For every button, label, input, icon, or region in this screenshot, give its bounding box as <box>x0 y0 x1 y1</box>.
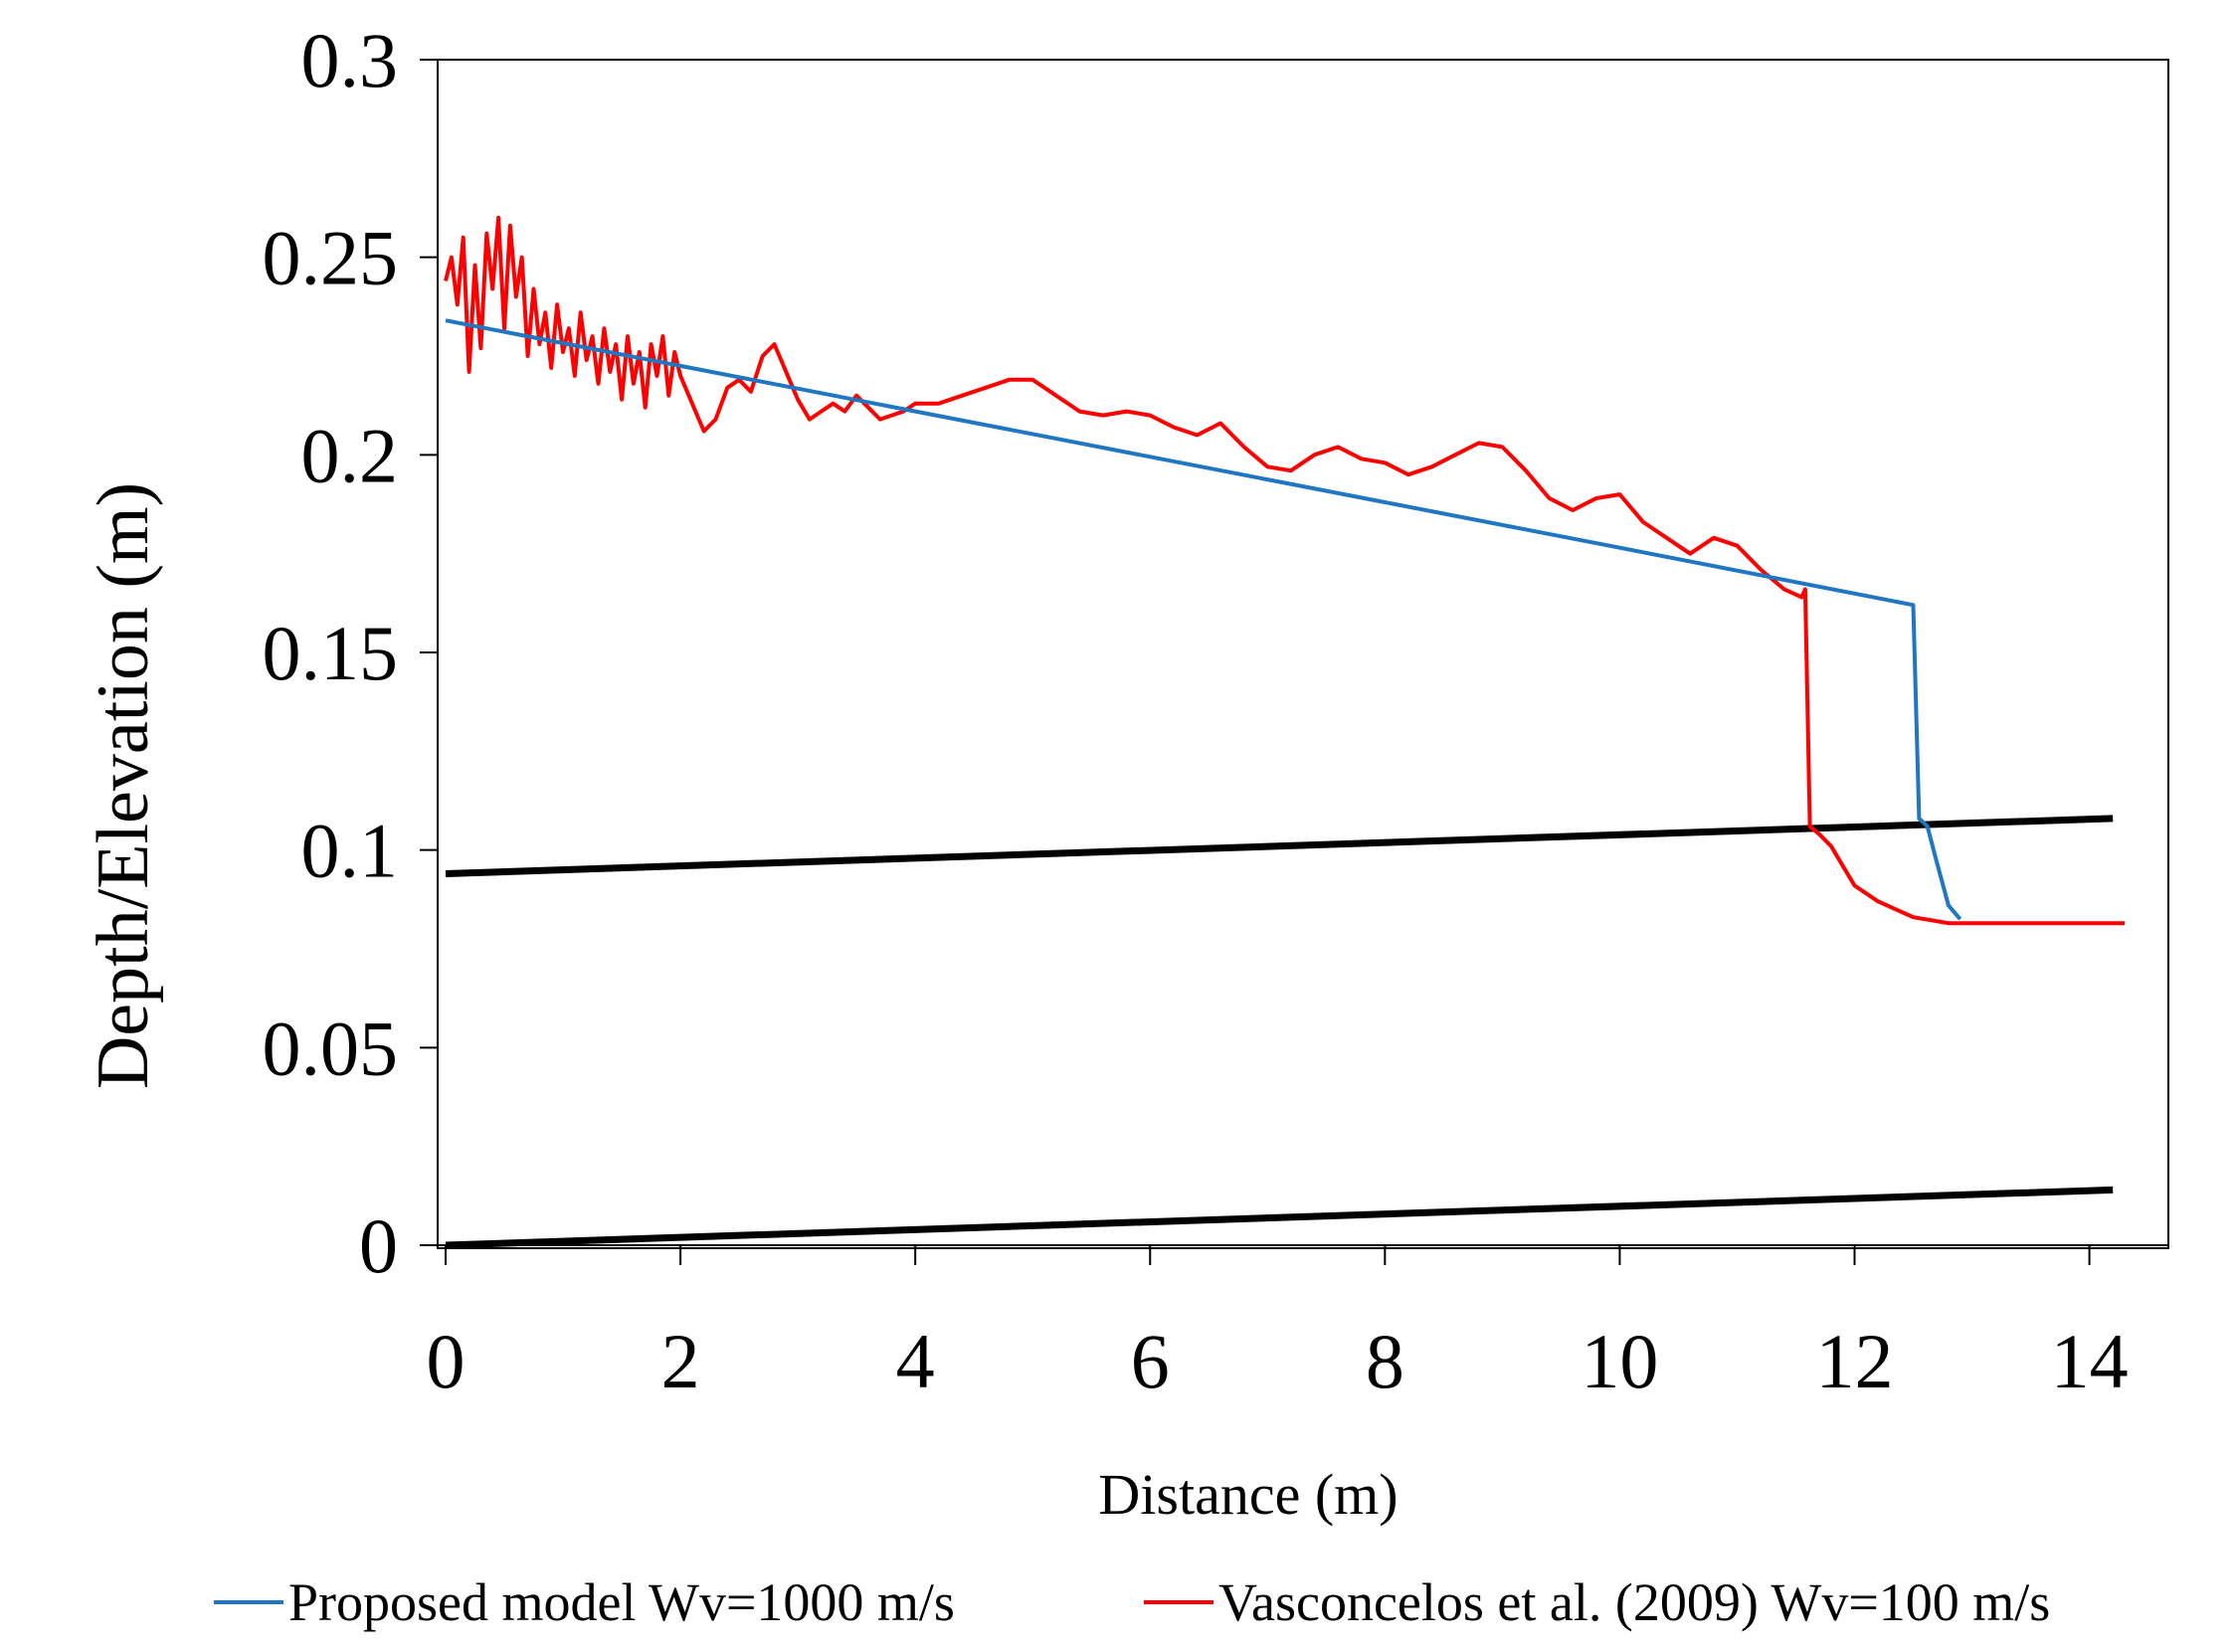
series-pipe-invert-line <box>445 1186 2114 1249</box>
x-tick-label: 8 <box>1366 1318 1404 1404</box>
x-tick-label: 4 <box>896 1318 935 1404</box>
series-vasconcelos-line <box>444 215 2125 926</box>
x-tick-label: 2 <box>661 1318 700 1404</box>
x-tick-label: 14 <box>2051 1318 2129 1404</box>
x-tick-label: 6 <box>1131 1318 1170 1404</box>
y-tick-label: 0.3 <box>301 17 399 103</box>
y-axis: 0 0.05 0.1 0.15 0.2 0.25 0.3 <box>263 17 439 1289</box>
legend-label-proposed-model: Proposed model Wv=1000 m/s <box>288 1572 955 1632</box>
x-tick-label: 10 <box>1581 1318 1658 1404</box>
series-pipe-crown-line <box>445 815 2114 877</box>
y-axis-title: Depth/Elevation (m) <box>83 482 164 1089</box>
series-layer <box>444 215 2125 1249</box>
series-proposed-model-line <box>445 318 1962 921</box>
plot-frame <box>437 59 2169 1249</box>
y-tick-label: 0.15 <box>263 610 399 696</box>
y-tick-label: 0.1 <box>301 808 399 894</box>
x-tick-label: 12 <box>1816 1318 1894 1404</box>
y-tick-label: 0.2 <box>301 412 399 498</box>
y-tick-label: 0.25 <box>263 215 399 301</box>
legend-label-vasconcelos: Vasconcelos et al. (2009) Wv=100 m/s <box>1218 1572 2050 1632</box>
x-axis: 0 2 4 6 8 10 12 14 <box>427 1244 2168 1404</box>
y-tick-label: 0 <box>359 1202 398 1289</box>
x-axis-title: Distance (m) <box>1098 1462 1398 1527</box>
y-tick-label: 0.05 <box>263 1005 399 1091</box>
x-tick-label: 0 <box>427 1318 466 1404</box>
legend: Proposed model Wv=1000 m/s Vasconcelos e… <box>214 1572 2050 1632</box>
